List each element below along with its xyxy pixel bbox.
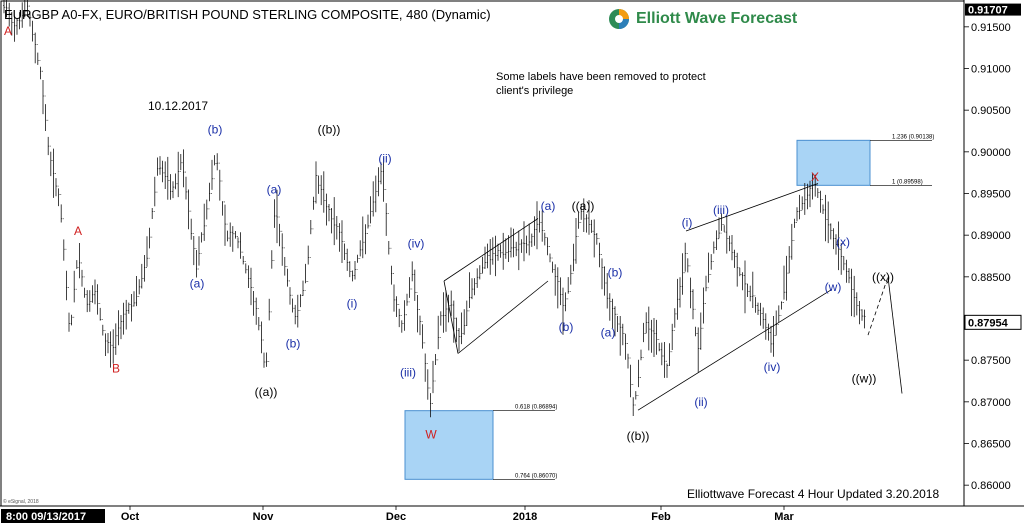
wave-label-20: (i)	[682, 216, 693, 230]
x-tick-label-1: Nov	[253, 511, 275, 523]
fib-lower-label-1: 0.764 (0.86070)	[515, 473, 557, 479]
y-tick-label-0: 0.91500	[971, 22, 1011, 34]
x-tick-label-2: Dec	[386, 511, 406, 523]
wave-label-14: (a)	[541, 199, 556, 213]
footer-updated: Elliottwave Forecast 4 Hour Updated 3.20…	[687, 487, 939, 501]
top-price-label: 0.91707	[968, 5, 1008, 17]
wave-label-0: A	[4, 24, 12, 38]
y-tick-label-4: 0.89500	[971, 189, 1011, 201]
wave-label-17: (b)	[559, 320, 574, 334]
date-annotation: 10.12.2017	[148, 99, 208, 113]
wave-label-28: ((w))	[852, 372, 877, 386]
start-time-label: 8:00 09/13/2017	[6, 511, 86, 523]
current-price-label: 0.87954	[968, 317, 1009, 329]
y-tick-label-9: 0.87000	[971, 397, 1011, 409]
y-tick-label-11: 0.86000	[971, 480, 1011, 492]
wave-label-2: B	[112, 362, 120, 376]
channel-lower-1	[637, 288, 833, 411]
wave-label-23: (iv)	[764, 360, 781, 374]
wave-label-6: (b)	[286, 337, 301, 351]
wave-label-7: ((a))	[255, 385, 278, 399]
projection-segment-0	[867, 276, 889, 336]
projection-segment-1	[887, 276, 903, 394]
wave-label-25: (x)	[836, 235, 850, 249]
y-tick-label-6: 0.88500	[971, 272, 1011, 284]
logo-icon	[609, 9, 629, 29]
wave-label-24: X	[811, 170, 819, 184]
fib-upper-label-0: 1.236 (0.90138)	[892, 134, 934, 140]
top-price-box	[965, 3, 1021, 16]
logo-text: Elliott Wave Forecast	[636, 10, 798, 27]
y-tick-label-2: 0.90500	[971, 105, 1011, 117]
channel-left-edge-0	[443, 280, 459, 354]
fib-upper-label-1: 0.618 (0.86894)	[515, 405, 557, 411]
wave-label-22: (ii)	[694, 395, 707, 409]
y-tick-label-1: 0.91000	[971, 64, 1011, 76]
y-tick-label-8: 0.87500	[971, 355, 1011, 367]
wave-label-18: (a)	[601, 326, 616, 340]
wave-label-27: ((x))	[872, 270, 894, 284]
channel-upper-1	[685, 183, 819, 232]
wave-label-3: (b)	[208, 122, 223, 136]
x-tick-label-3: 2018	[513, 511, 537, 523]
wave-label-9: (ii)	[378, 152, 391, 166]
wave-label-26: (w)	[825, 280, 842, 294]
wave-label-16: (b)	[608, 266, 623, 280]
wave-label-4: (a)	[267, 182, 282, 196]
wave-label-1: A	[74, 224, 82, 238]
wave-label-15: ((a))	[572, 199, 595, 213]
disclaimer-line-2: client's privilege	[496, 85, 574, 97]
x-tick-label-5: Mar	[774, 511, 794, 523]
y-tick-label-10: 0.86500	[971, 439, 1011, 451]
wave-label-10: (i)	[347, 297, 358, 311]
disclaimer-note: Some labels have been removed to protect…	[496, 70, 706, 98]
y-tick-label-5: 0.89000	[971, 230, 1011, 242]
copyright-text: © eSignal, 2018	[3, 498, 39, 505]
fib-zone-0	[796, 139, 871, 186]
disclaimer-line-1: Some labels have been removed to protect	[496, 71, 706, 83]
start-time-box	[1, 509, 105, 523]
wave-label-11: (iv)	[408, 237, 425, 251]
fib-lower-label-0: 1 (0.89598)	[892, 179, 923, 185]
x-tick-label-4: Feb	[651, 511, 671, 523]
wave-label-12: (iii)	[400, 366, 416, 380]
fib-zone-1	[404, 410, 494, 480]
wave-label-19: ((b))	[627, 429, 650, 443]
channel-upper-0	[443, 218, 539, 282]
current-price-box	[964, 314, 1022, 330]
y-tick-label-3: 0.90000	[971, 147, 1011, 159]
channel-lower-0	[457, 280, 549, 354]
wave-label-21: (iii)	[713, 203, 729, 217]
wave-label-13: W	[425, 427, 437, 441]
brand-logo: Elliott Wave Forecast	[608, 8, 797, 30]
wave-label-8: ((b))	[318, 122, 341, 136]
x-tick-label-0: Oct	[121, 511, 140, 523]
chart-title: EURGBP A0-FX, EURO/BRITISH POUND STERLIN…	[4, 7, 491, 22]
wave-label-5: (a)	[190, 277, 205, 291]
